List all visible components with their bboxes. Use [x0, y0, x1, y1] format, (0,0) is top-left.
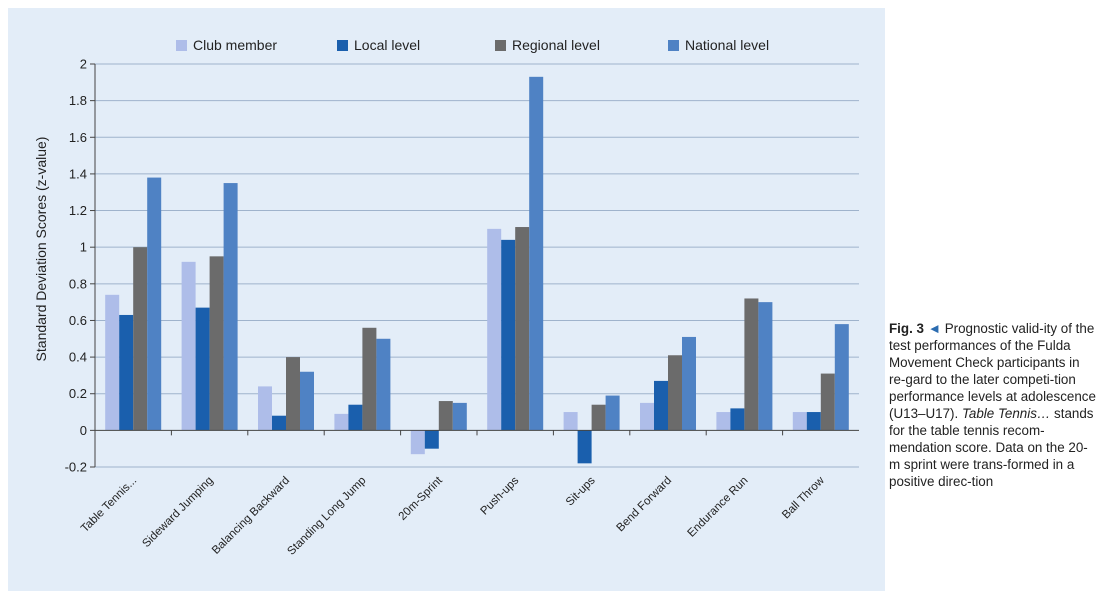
y-tick-label: 0.6 — [69, 313, 87, 328]
bars — [105, 76, 849, 464]
bar — [487, 228, 502, 431]
bar — [501, 239, 516, 431]
figure-caption: Fig. 3 ◄ Prognostic valid-ity of the tes… — [889, 320, 1097, 490]
bar — [758, 302, 773, 431]
legend-label: Regional level — [512, 37, 600, 53]
bar — [272, 415, 286, 431]
y-tick-label: 2 — [80, 57, 87, 72]
bar — [834, 324, 849, 431]
category-label: Push-ups — [478, 474, 521, 517]
y-tick-label: 1.8 — [69, 93, 87, 108]
bar — [682, 336, 696, 431]
legend-swatch — [337, 40, 348, 51]
bar — [410, 430, 425, 455]
bar — [286, 357, 300, 431]
category-label: Bend Forward — [615, 475, 675, 535]
bar — [195, 307, 210, 431]
bar — [563, 412, 578, 431]
bar — [105, 294, 120, 431]
y-tick-label: 0.8 — [69, 276, 87, 291]
category-label: Balancing Backward — [210, 475, 292, 557]
bar — [223, 183, 238, 431]
bar — [452, 402, 467, 431]
caption-text-1: Prognostic valid-ity of the test perform… — [889, 321, 1096, 421]
bar — [147, 177, 162, 431]
y-tick-label: 1.2 — [69, 203, 87, 218]
y-tick-label: 1 — [80, 240, 87, 255]
bar — [591, 404, 606, 431]
legend-label: National level — [685, 37, 769, 53]
bar — [181, 261, 196, 431]
legend-swatch — [668, 40, 679, 51]
category-label: Endurance Run — [686, 475, 751, 540]
bar — [640, 402, 654, 431]
category-label: Sideward Jumping — [140, 475, 215, 550]
legend-swatch — [495, 40, 506, 51]
legend-swatch — [176, 40, 187, 51]
y-tick-label: 0 — [80, 423, 87, 438]
category-label: Sit-ups — [564, 474, 598, 508]
y-tick-label: 1.4 — [69, 166, 87, 181]
bar — [119, 314, 134, 431]
bar — [730, 408, 745, 431]
bar — [438, 401, 453, 431]
bar — [424, 430, 439, 449]
bar — [577, 430, 592, 464]
bar-chart: -0.2 0 0.2 0.4 0.6 0.8 1 1.2 1.4 1.6 1.8 2 Table Ten… — [33, 37, 859, 558]
legend-label: Club member — [193, 37, 277, 53]
caption-italic-term: Table Tennis… — [961, 406, 1051, 421]
category-label: 20m-Sprint — [397, 474, 446, 523]
y-tick-label: 1.6 — [69, 130, 87, 145]
bar — [515, 227, 530, 431]
category-label: Ball Throw — [780, 474, 827, 521]
legend-label: Local level — [354, 37, 420, 53]
bar — [668, 355, 682, 431]
legend: Club member Local level Regional level Nati… — [176, 37, 769, 53]
bar — [744, 298, 759, 431]
figure-number: Fig. 3 — [889, 321, 924, 336]
bar — [792, 412, 807, 431]
bar — [334, 413, 349, 431]
y-axis-title: Standard Deviation Scores (z-value) — [33, 137, 49, 362]
y-tick-label: -0.2 — [65, 460, 87, 475]
bar — [820, 373, 835, 431]
bar — [362, 327, 377, 431]
bar — [605, 395, 620, 431]
category-label: Table Tennis... — [79, 475, 139, 535]
bar — [258, 386, 272, 431]
y-tick-label: 0.2 — [69, 386, 87, 401]
bar — [654, 380, 668, 431]
bar — [529, 76, 544, 431]
arrow-left-icon: ◄ — [927, 321, 941, 336]
bar — [348, 404, 363, 431]
category-label: Standing Long Jump — [285, 475, 368, 558]
bar — [806, 412, 821, 431]
bar — [376, 338, 391, 431]
bar — [716, 412, 731, 431]
bar — [300, 371, 314, 431]
y-tick-label: 0.4 — [69, 350, 87, 365]
bar — [209, 256, 224, 431]
chart-panel: -0.2 0 0.2 0.4 0.6 0.8 1 1.2 1.4 1.6 1.8 2 Table Ten… — [8, 8, 885, 591]
caption-text-2: stands for the table tennis recom-mendat… — [889, 406, 1094, 489]
bar — [133, 247, 148, 431]
